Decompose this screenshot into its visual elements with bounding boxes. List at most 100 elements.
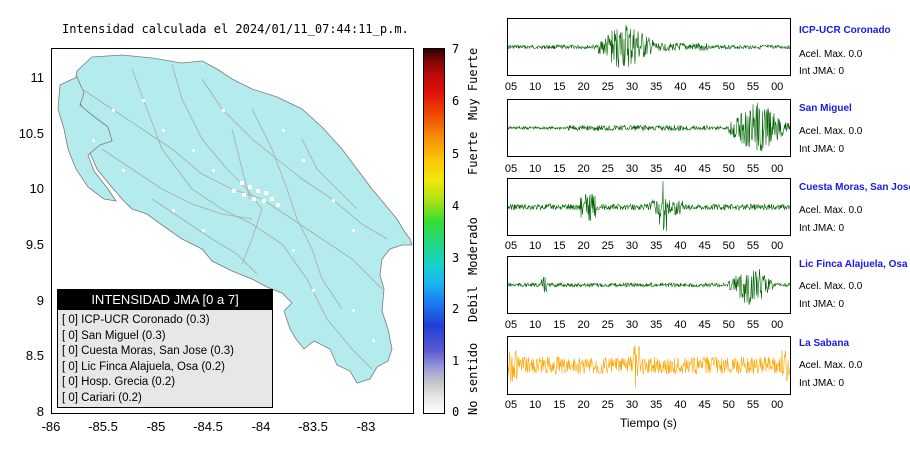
time-tick-label: 20	[577, 399, 590, 411]
time-tick-label: 25	[601, 81, 614, 93]
station-acel: Acel. Max. 0.0	[799, 281, 863, 292]
lat-label: 10	[29, 181, 44, 196]
legend-item: [ 0] Lic Finca Alajuela, Osa (0.2)	[62, 360, 225, 373]
lon-label: -86	[41, 419, 61, 434]
costa-rica-map-svg	[57, 54, 413, 384]
lon-label: -83.5	[298, 419, 328, 434]
time-tick-label: 30	[625, 163, 639, 175]
legend-item: [ 0] Hosp. Grecia (0.2)	[62, 376, 176, 388]
scale-word-moderado: Moderado	[466, 217, 480, 275]
time-tick-label: 45	[698, 240, 711, 252]
station-acel: Acel. Max. 0.0	[799, 205, 863, 216]
lon-label: -84.5	[193, 419, 223, 434]
map-title: Intensidad calculada el 2024/01/11_07:44…	[62, 22, 409, 36]
station-name: Lic Finca Alajuela, Osa	[799, 259, 908, 270]
time-tick-label: 00	[771, 399, 784, 411]
station-int: Int JMA: 0	[799, 66, 845, 77]
time-tick-label: 50	[722, 163, 735, 175]
time-axis-label: Tiempo (s)	[620, 416, 677, 430]
time-tick-label: 05	[504, 163, 518, 175]
station-int: Int JMA: 0	[799, 299, 845, 310]
waveform-trace	[508, 24, 790, 68]
lat-label: 9	[36, 293, 44, 308]
lat-label: 10.5	[18, 126, 44, 141]
time-tick-label: 15	[553, 163, 566, 175]
time-tick-label: 55	[746, 81, 760, 93]
station-markers	[92, 99, 375, 342]
station-name: San Miguel	[799, 103, 852, 114]
lat-label: 8	[36, 404, 44, 419]
time-tick-label: 00	[771, 319, 784, 331]
time-tick-label: 40	[674, 399, 687, 411]
waveform-panel-4[interactable]	[507, 336, 791, 395]
time-tick-label: 40	[674, 81, 687, 93]
time-tick-label: 50	[722, 399, 735, 411]
time-tick-label: 15	[553, 240, 566, 252]
lat-label: 11	[30, 70, 45, 85]
costa-rica-land	[73, 54, 413, 384]
time-tick-label: 20	[577, 319, 590, 331]
time-tick-label: 40	[674, 240, 687, 252]
legend-item: [ 0] ICP-UCR Coronado (0.3)	[62, 314, 210, 326]
time-tick-label: 05	[504, 399, 518, 411]
time-tick-label: 45	[698, 399, 711, 411]
time-tick-label: 50	[722, 81, 735, 93]
station-name: ICP-UCR Coronado	[799, 25, 891, 36]
time-tick-label: 55	[746, 240, 760, 252]
time-axis-ticks: 05 10 15 20 25 30 35 40 45 50 55 00	[504, 163, 789, 177]
waveform-panel-0[interactable]	[507, 18, 791, 76]
waveform-panel-2[interactable]	[507, 178, 791, 236]
scale-word-fuerte: Fuerte	[466, 131, 480, 175]
waveform-trace	[508, 103, 790, 152]
legend-item: [ 0] Cariari (0.2)	[62, 391, 142, 404]
station-acel: Acel. Max. 0.0	[799, 360, 863, 371]
time-axis-ticks: 05 10 15 20 25 30 35 40 45 50 55 00	[504, 399, 789, 413]
peninsula-nicoya	[57, 76, 117, 202]
time-tick-label: 35	[650, 163, 663, 175]
time-tick-label: 20	[577, 163, 590, 175]
time-tick-label: 45	[698, 81, 711, 93]
time-tick-label: 25	[601, 399, 614, 411]
lon-label: -85	[146, 419, 166, 434]
time-tick-label: 40	[674, 319, 687, 331]
scale-word-muy-fuerte: Muy Fuerte	[466, 47, 480, 120]
time-tick-label: 20	[577, 81, 590, 93]
scale-number: 5	[452, 147, 460, 161]
time-tick-label: 00	[771, 163, 784, 175]
time-tick-label: 30	[625, 81, 639, 93]
time-tick-label: 55	[746, 163, 760, 175]
time-tick-label: 20	[577, 240, 590, 252]
waveform-trace	[508, 345, 790, 388]
intensity-color-scale	[423, 48, 445, 414]
time-tick-label: 15	[553, 319, 566, 331]
time-axis-ticks: 05 10 15 20 25 30 35 40 45 50 55 00	[505, 319, 789, 333]
time-tick-label: 15	[553, 81, 566, 93]
scale-number: 1	[452, 354, 460, 368]
waveform-panel-3[interactable]	[507, 256, 791, 314]
time-tick-label: 50	[722, 319, 735, 331]
waveform-line	[508, 103, 790, 152]
scale-number: 2	[452, 302, 460, 316]
lon-label: -84	[251, 419, 271, 434]
time-tick-label: 30	[625, 319, 639, 331]
time-tick-label: 55	[746, 399, 760, 411]
scale-number: 7	[452, 42, 460, 56]
time-tick-label: 10	[529, 319, 542, 331]
scale-number: 3	[452, 251, 460, 265]
time-tick-label: 10	[529, 163, 542, 175]
waveform-panel-1[interactable]	[507, 99, 791, 157]
scale-word-no-sentido: No sentido	[466, 342, 480, 415]
time-tick-label: 00	[771, 240, 784, 252]
station-acel: Acel. Max. 0.0	[799, 49, 863, 60]
waveform-trace	[508, 268, 790, 305]
scale-word-debil: Debil	[466, 285, 480, 322]
waveform-line	[508, 345, 790, 388]
time-tick-label: 15	[553, 399, 566, 411]
waveform-trace	[508, 181, 790, 232]
time-tick-label: 00	[771, 81, 784, 93]
time-axis-ticks: 05 10 15 20 25 30 35 40 45 50 55 00	[505, 81, 789, 95]
time-tick-label: 50	[722, 240, 735, 252]
time-tick-label: 30	[625, 240, 639, 252]
time-tick-label: 35	[650, 81, 663, 93]
waveform-line	[508, 268, 790, 305]
